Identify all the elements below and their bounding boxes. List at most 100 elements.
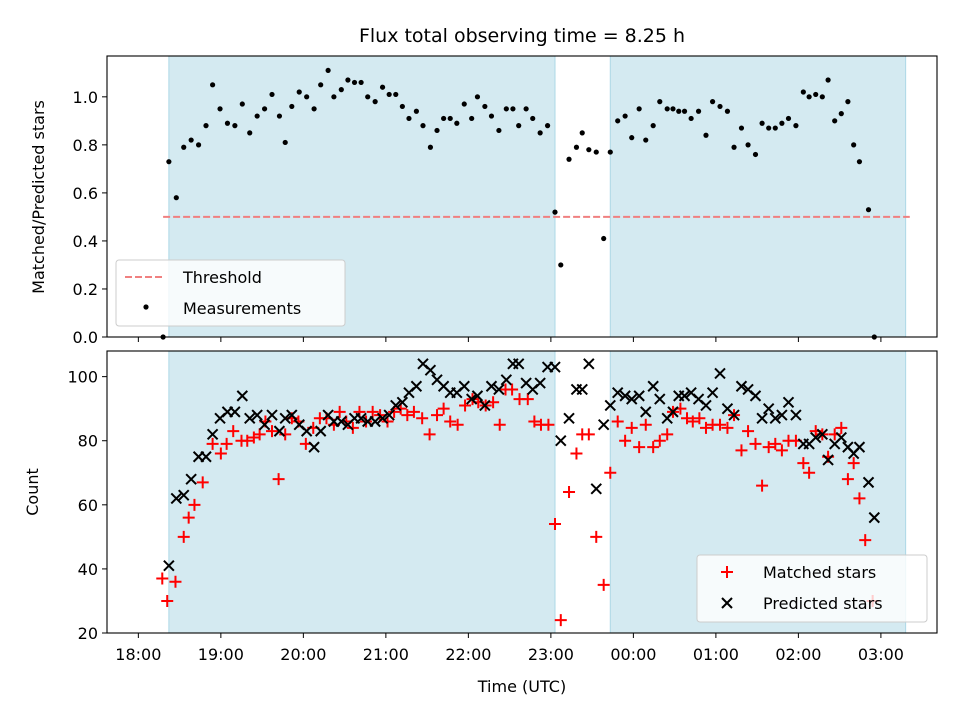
measurement-point	[800, 89, 806, 95]
measurement-point	[304, 94, 310, 100]
legend-matched-swatch	[721, 566, 733, 578]
predicted-star-point	[583, 358, 595, 370]
measurement-point	[752, 151, 759, 158]
measurement-point	[393, 91, 399, 98]
measurement-point	[503, 106, 509, 112]
predicted-star-point	[633, 390, 645, 402]
predicted-star-point	[654, 393, 666, 405]
matched-star-point	[542, 418, 555, 431]
measurement-point	[537, 130, 543, 136]
measurement-point	[544, 123, 551, 129]
predicted-star-point	[549, 361, 561, 373]
measurement-point	[573, 144, 580, 150]
matched-star-point	[742, 425, 755, 438]
predicted-star-point	[493, 383, 505, 396]
matched-star-point	[279, 428, 292, 441]
top-x-ticks	[137, 337, 882, 342]
measurement-point	[282, 139, 288, 146]
y-tick-label: 0.0	[73, 328, 98, 347]
bottom-panel: 20 40 60 80 100 18:00 19:00 20:00 21:00 22:00 23:…	[23, 350, 938, 696]
matched-star-point	[721, 421, 734, 434]
measurement-point	[488, 113, 495, 119]
measurement-point	[813, 91, 819, 98]
legend-measurements-swatch	[143, 304, 149, 310]
chart-title: Flux total observing time = 8.25 h	[359, 25, 685, 47]
predicted-star-point	[597, 418, 610, 431]
top-y-ticks: 0.0 0.2 0.4 0.6 0.8 1.0	[73, 88, 107, 347]
shaded-interval	[168, 350, 556, 634]
measurement-point	[181, 144, 187, 150]
x-tick-label: 18:00	[115, 645, 161, 664]
measurement-point	[759, 120, 765, 126]
measurement-point	[579, 130, 585, 136]
measurement-point	[474, 94, 481, 100]
predicted-star-point	[762, 402, 775, 415]
measurement-point	[254, 113, 260, 119]
measurement-point	[469, 115, 475, 122]
matched-star-point	[625, 421, 638, 434]
predicted-star-point	[563, 412, 575, 425]
measurement-point	[224, 120, 231, 126]
matched-star-point	[451, 418, 464, 431]
matched-star-point	[188, 498, 201, 511]
matched-star-point	[853, 492, 866, 505]
predicted-star-point	[390, 399, 402, 412]
measurement-point	[386, 91, 392, 98]
measurement-point	[717, 103, 723, 110]
matched-star-point	[241, 434, 254, 447]
predicted-star-point	[868, 511, 881, 524]
predicted-star-point	[458, 380, 470, 392]
measurement-point	[657, 99, 663, 105]
matched-star-point	[762, 441, 775, 454]
matched-star-point	[156, 572, 169, 585]
predicted-star-point	[810, 431, 822, 444]
predicted-star-point	[853, 441, 866, 453]
top-shaded-intervals	[168, 55, 907, 338]
matched-star-point	[604, 466, 617, 479]
measurement-point	[188, 137, 194, 143]
matched-star-point	[266, 425, 279, 438]
matched-star-point	[835, 421, 848, 434]
measurement-point	[865, 207, 872, 213]
measurement-points	[160, 67, 877, 340]
predicted-star-point	[611, 386, 624, 399]
measurement-point	[372, 99, 378, 105]
x-axis-label: Time (UTC)	[477, 677, 566, 696]
bottom-y-ticks: 20 40 60 80 100	[67, 368, 107, 643]
measurement-point	[832, 118, 838, 124]
measurement-point	[173, 195, 179, 201]
x-tick-label: 03:00	[858, 645, 904, 664]
measurement-point	[365, 94, 371, 100]
measurement-point	[664, 106, 670, 112]
matched-star-point	[401, 409, 414, 422]
measurement-point	[269, 91, 275, 98]
matched-star-point	[161, 594, 174, 607]
measurement-point	[838, 111, 844, 117]
matched-star-point	[437, 402, 450, 415]
matched-star-point	[206, 437, 219, 450]
predicted-star-point	[178, 489, 190, 501]
matched-star-point	[253, 428, 266, 441]
measurement-point	[745, 142, 751, 148]
predicted-star-point	[383, 409, 395, 421]
matched-star-point	[444, 415, 457, 428]
measurement-point	[447, 115, 453, 122]
predicted-star-point	[273, 425, 286, 437]
measurement-point	[766, 125, 772, 131]
measurement-point	[819, 94, 825, 100]
x-tick-label: 20:00	[280, 645, 326, 664]
predicted-star-point	[735, 380, 748, 392]
predicted-star-point	[534, 377, 546, 389]
measurement-point	[325, 67, 331, 74]
predicted-star-point	[286, 409, 298, 421]
measurement-point	[166, 159, 172, 165]
measurement-point	[695, 108, 702, 114]
matched-star-point	[563, 486, 576, 498]
measurement-point	[496, 127, 502, 134]
predicted-star-point	[308, 441, 320, 453]
measurement-point	[331, 94, 337, 100]
predicted-star-point	[485, 380, 498, 392]
measurement-point	[636, 106, 642, 112]
predicted-star-point	[170, 492, 183, 505]
